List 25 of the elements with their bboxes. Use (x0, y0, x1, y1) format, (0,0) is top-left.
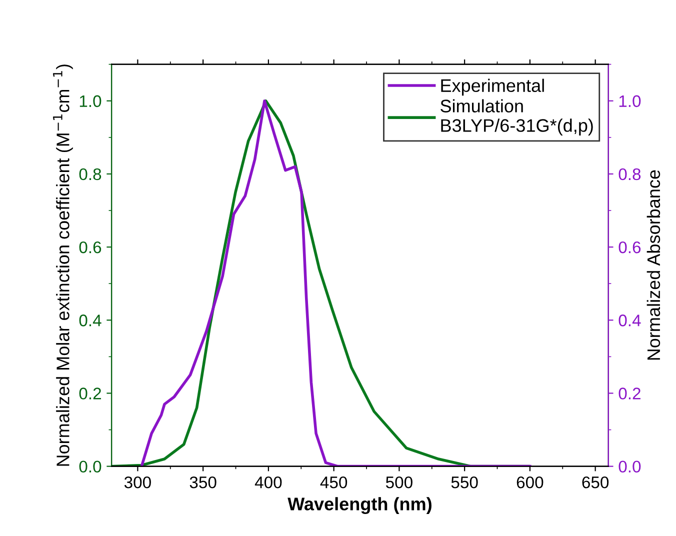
y-tick-label: 0.0 (79, 460, 102, 473)
x-tick-label: 600 (516, 476, 544, 488)
x-tick-label: 550 (451, 476, 478, 488)
y2-axis-title: Normalized Absorbance (646, 170, 660, 360)
x-tick-label: 350 (190, 476, 216, 488)
x-tick-label: 300 (124, 476, 151, 488)
y-tick-label: 1.0 (80, 95, 102, 108)
y2-tick-label: 0.8 (618, 168, 641, 180)
legend-label: Experimental (441, 78, 544, 96)
x-tick-label: 400 (254, 476, 282, 488)
y2-tick-label: 0.2 (618, 388, 640, 400)
y-tick-label: 0.4 (79, 314, 102, 326)
x-tick-label: 500 (386, 476, 412, 488)
y2-tick-label: 0.4 (618, 314, 641, 326)
y-axis-title: Normalized Molar extinction coefficient (M$^{−1}$cm$^{−1}$) (53, 64, 73, 466)
y-tick-label: 0.6 (79, 241, 102, 254)
x-axis-title: Wavelength (nm) (288, 497, 432, 514)
x-tick-label: 650 (582, 476, 609, 488)
y2-tick-label: 1.0 (619, 95, 641, 108)
y-tick-label: 0.8 (79, 168, 102, 180)
y-tick-label: 0.2 (79, 388, 101, 400)
y2-tick-label: 0.6 (618, 241, 641, 254)
x-tick-label: 450 (320, 476, 348, 488)
y2-tick-label: 0.0 (618, 460, 641, 473)
legend-label: Simulation B3LYP/6-31G*(d,p) (440, 99, 593, 136)
